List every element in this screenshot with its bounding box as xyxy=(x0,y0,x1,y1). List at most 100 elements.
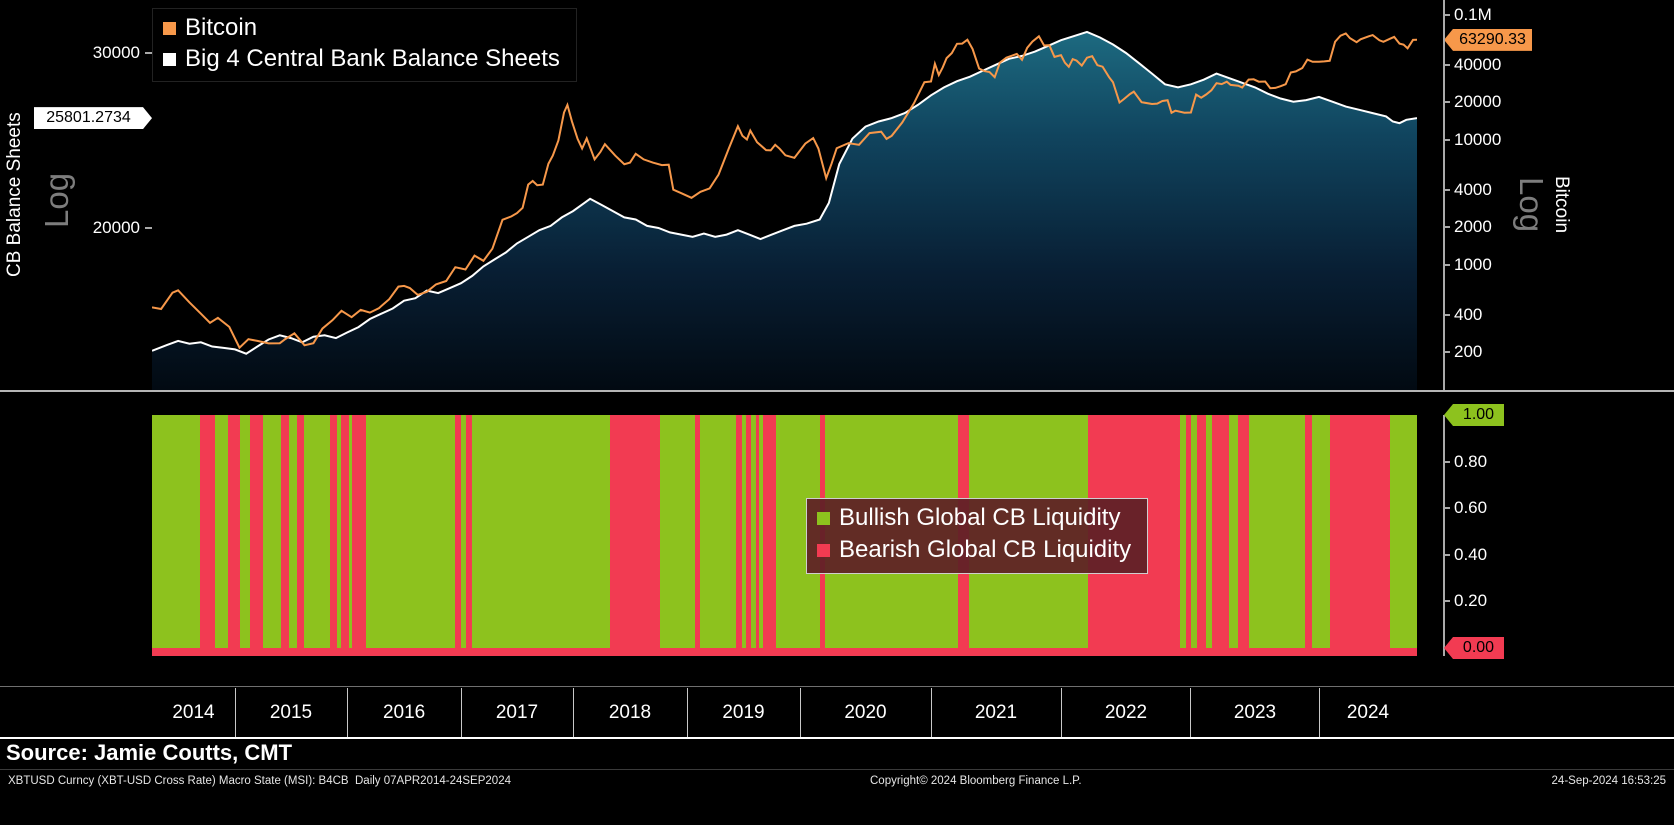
bearish-band xyxy=(756,415,759,648)
bearish-band xyxy=(330,415,337,648)
footer-separator-line xyxy=(0,737,1674,739)
legend-item-bitcoin: Bitcoin xyxy=(163,13,560,43)
right-axis-tick xyxy=(1443,63,1450,66)
legend-item-bearish: Bearish Global CB Liquidity xyxy=(817,535,1131,565)
right-axis-tick xyxy=(1443,14,1450,16)
left-axis-tick xyxy=(145,52,152,54)
x-axis-year-label: 2015 xyxy=(269,702,313,723)
legend-item-bullish: Bullish Global CB Liquidity xyxy=(817,503,1131,533)
liquidity-legend: Bullish Global CB Liquidity Bearish Glob… xyxy=(806,498,1149,574)
x-axis-year-tick xyxy=(686,688,688,737)
left-axis-tick-label: 20000 xyxy=(92,218,140,238)
x-axis-year-tick xyxy=(1060,688,1062,737)
bearish-band xyxy=(694,415,700,648)
bearish-band xyxy=(341,415,349,648)
panel-divider-line xyxy=(0,390,1674,392)
x-axis-year-label: 2018 xyxy=(608,702,652,723)
left-axis-title: CB Balance Sheets xyxy=(4,112,25,278)
bearish-band xyxy=(455,415,462,648)
right-axis-scale-label: Log xyxy=(1513,177,1550,233)
bottom-axis-tick xyxy=(1443,507,1450,510)
bearish-marker-icon xyxy=(817,543,830,557)
right-axis-tick-label: 20000 xyxy=(1454,92,1502,112)
right-axis-tick-label: 0.1M xyxy=(1454,5,1492,24)
x-axis-year-label: 2014 xyxy=(172,702,215,723)
legend-item-cb: Big 4 Central Bank Balance Sheets xyxy=(163,44,560,74)
x-axis-year-label: 2021 xyxy=(974,702,1018,723)
bottom-axis-tick xyxy=(1443,460,1450,463)
bearish-band xyxy=(250,415,263,648)
bottom-axis-badge-green: 1.00 xyxy=(1444,404,1504,426)
x-axis-year-tick xyxy=(346,688,348,737)
x-axis-year-tick xyxy=(234,688,236,737)
status-bar: XBTUSD Curncy (XBT-USD Cross Rate) Macro… xyxy=(0,772,1674,792)
bearish-band xyxy=(1197,415,1206,648)
right-axis-tick-label: 40000 xyxy=(1454,54,1502,74)
right-axis-tick-label: 400 xyxy=(1454,304,1483,324)
legend-item-bearish-label: Bearish Global CB Liquidity xyxy=(839,536,1132,563)
top-chart-svg[interactable] xyxy=(151,0,1418,391)
bottom-axis-tick-label: 0.40 xyxy=(1454,544,1488,564)
x-axis-year-tick xyxy=(799,688,801,737)
right-axis-tick xyxy=(1443,188,1450,191)
x-axis-line xyxy=(0,686,1674,687)
right-axis-tick xyxy=(1443,351,1450,354)
liquidity-regime-bands[interactable] xyxy=(152,415,1417,648)
bullish-marker-icon xyxy=(817,511,830,525)
left-axis-tick xyxy=(145,227,152,230)
zero-baseline-strip xyxy=(152,648,1417,656)
bearish-band xyxy=(297,415,305,648)
x-axis-year-label: 2019 xyxy=(722,702,765,723)
x-axis-year-tick xyxy=(1318,688,1320,737)
bottom-axis-tick xyxy=(1443,600,1450,603)
cb-area-fill xyxy=(152,31,1417,391)
cb-line xyxy=(151,30,1418,355)
right-axis-tick xyxy=(1443,264,1450,266)
x-axis-year-label: 2016 xyxy=(382,702,426,723)
status-timestamp: 24-Sep-2024 16:53:25 xyxy=(1551,775,1666,787)
bearish-band xyxy=(352,415,366,648)
x-axis-year-label: 2022 xyxy=(1104,702,1148,723)
source-attribution: Source: Jamie Coutts, CMT xyxy=(6,740,293,765)
right-axis-tick xyxy=(1443,313,1450,316)
btc-line xyxy=(151,32,1418,350)
bearish-band xyxy=(746,415,751,648)
bearish-band xyxy=(736,415,742,648)
x-axis-year-tick xyxy=(460,688,462,737)
right-axis-title: Bitcoin xyxy=(1551,176,1572,234)
status-copyright: Copyright© 2024 Bloomberg Finance L.P. xyxy=(870,775,1082,787)
x-axis-year-label: 2020 xyxy=(844,702,887,723)
cb-series-marker-icon xyxy=(163,52,176,66)
right-axis-tick-label: 10000 xyxy=(1454,130,1502,149)
bearish-band xyxy=(228,415,240,648)
x-axis-year-tick xyxy=(930,688,932,737)
bitcoin-last-value-badge: 63290.33 xyxy=(1444,28,1532,51)
price-chart-plot-area[interactable] xyxy=(151,0,1418,391)
right-axis-tick-label: 4000 xyxy=(1454,179,1492,199)
right-axis-tick xyxy=(1443,226,1450,229)
bearish-band xyxy=(281,415,289,648)
statusbar-separator-line xyxy=(0,769,1674,770)
bearish-band xyxy=(1186,415,1191,648)
legend-item-cb-label: Big 4 Central Bank Balance Sheets xyxy=(185,45,560,72)
left-axis-scale-label: Log xyxy=(38,172,75,228)
x-axis-year-tick xyxy=(1190,688,1192,737)
bottom-axis-tick-label: 0.20 xyxy=(1454,591,1488,611)
bearish-band xyxy=(1211,415,1229,648)
cb-last-value-badge: 25801.2734 xyxy=(34,107,152,129)
bottom-axis-badge-red: 0.00 xyxy=(1444,637,1504,659)
bearish-band xyxy=(466,415,473,648)
status-security-info: XBTUSD Curncy (XBT-USD Cross Rate) Macro… xyxy=(8,775,511,787)
bearish-band xyxy=(1330,415,1391,648)
bitcoin-series-marker-icon xyxy=(163,21,176,35)
bottom-axis-tick xyxy=(1443,553,1450,556)
legend-item-bitcoin-label: Bitcoin xyxy=(185,14,258,41)
left-axis-tick-label: 30000 xyxy=(92,43,140,62)
bearish-band xyxy=(200,415,215,648)
bearish-band xyxy=(1238,415,1249,648)
x-axis-year-label: 2017 xyxy=(495,702,539,723)
bearish-band xyxy=(1305,415,1312,648)
right-axis-tick xyxy=(1443,101,1450,104)
right-axis-tick xyxy=(1443,139,1450,141)
